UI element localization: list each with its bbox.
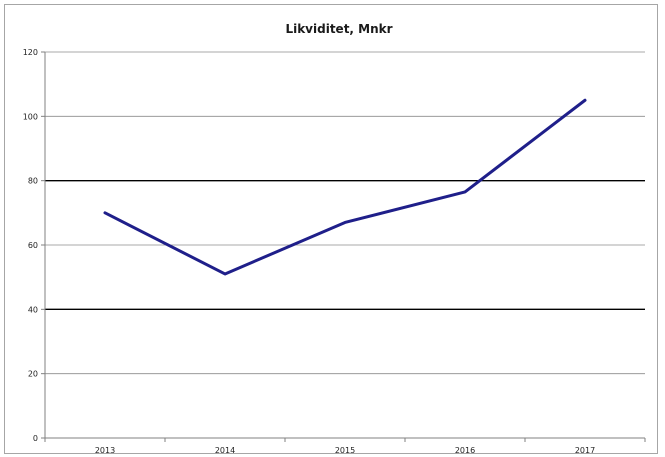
y-tick-label: 100	[23, 112, 38, 121]
gridlines	[45, 51, 645, 375]
chart-title: Likviditet, Mnkr	[285, 22, 392, 36]
x-tick-label: 2017	[575, 446, 595, 455]
y-tick-label: 80	[28, 177, 38, 186]
axes	[41, 51, 646, 442]
y-tick-label: 40	[28, 305, 38, 314]
series-line	[103, 98, 587, 276]
x-tick-label: 2013	[95, 446, 115, 455]
y-tick-label: 0	[33, 434, 38, 443]
series-layer	[103, 98, 587, 276]
x-tick-label: 2014	[215, 446, 235, 455]
x-tick-label: 2016	[455, 446, 475, 455]
y-tick-label: 60	[28, 241, 38, 250]
tick-labels: 0 20 40 60 80 100 120 2013 2014 2015 2016 2017	[23, 48, 595, 455]
y-tick-label: 120	[23, 48, 38, 57]
y-tick-label: 20	[28, 370, 38, 379]
x-tick-label: 2015	[335, 446, 355, 455]
